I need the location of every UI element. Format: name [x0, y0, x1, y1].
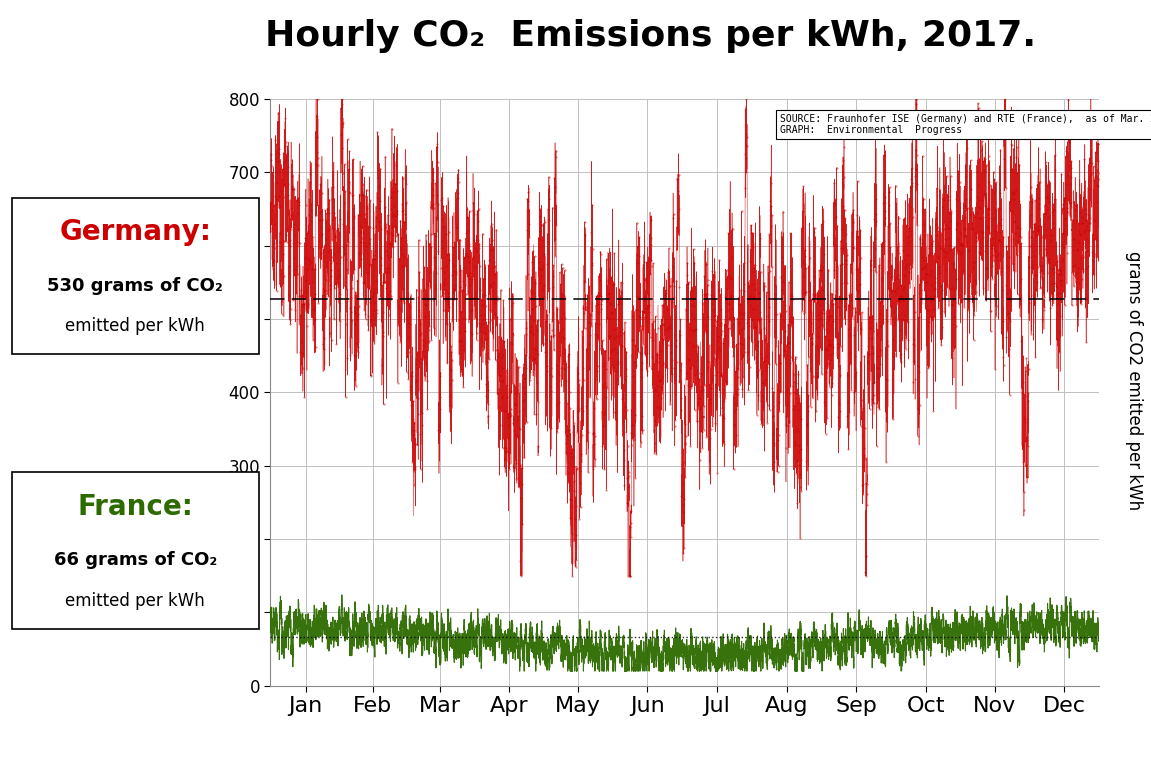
Text: France:: France:: [77, 493, 193, 520]
Text: 530 grams of CO₂: 530 grams of CO₂: [47, 277, 223, 295]
Text: emitted per kWh: emitted per kWh: [66, 591, 205, 610]
Text: SOURCE: Fraunhofer ISE (Germany) and RTE (France),  as of Mar. 21st, 2018.
GRAPH: SOURCE: Fraunhofer ISE (Germany) and RTE…: [780, 114, 1151, 136]
Text: grams of CO2 emitted per kWh: grams of CO2 emitted per kWh: [1125, 251, 1143, 511]
Text: Germany:: Germany:: [59, 219, 212, 246]
Text: 66 grams of CO₂: 66 grams of CO₂: [54, 551, 216, 569]
Text: Hourly CO₂  Emissions per kWh, 2017.: Hourly CO₂ Emissions per kWh, 2017.: [265, 19, 1036, 53]
Text: emitted per kWh: emitted per kWh: [66, 317, 205, 335]
